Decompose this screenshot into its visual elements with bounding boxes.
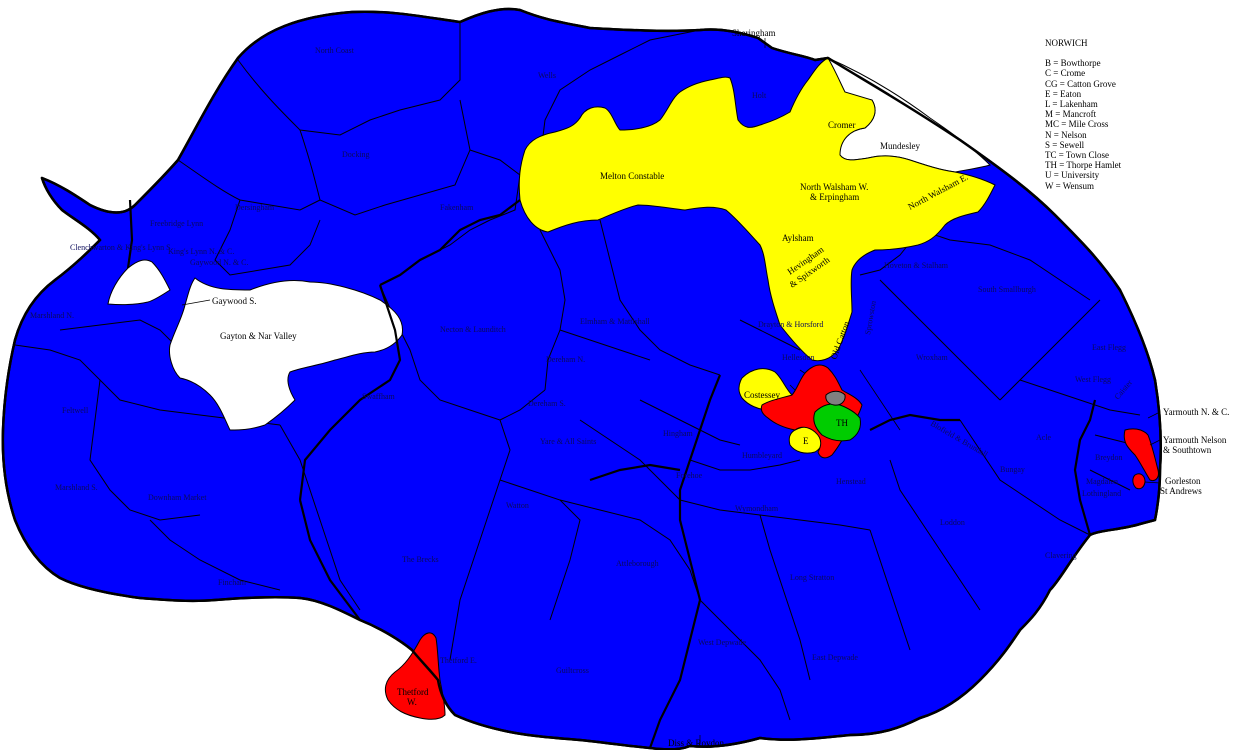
- label-dersingham: Dersingham: [235, 203, 275, 212]
- label-hoveton: Hoveton & Stalham: [884, 261, 949, 270]
- label-elmham: Elmham & Mattishall: [580, 317, 651, 326]
- label-nw-w1: North Walsham W.: [800, 182, 868, 192]
- label-gorleston-2: St Andrews: [1160, 486, 1202, 496]
- label-clenchwarton: Clenchwarton & King's Lynn S.: [70, 243, 173, 252]
- label-sheringham: Sheringham: [732, 28, 776, 38]
- label-cromer: Cromer: [828, 120, 856, 130]
- leader-lines: [181, 38, 1161, 744]
- label-feltwell: Feltwell: [62, 406, 89, 415]
- legend-entry: C = Crome: [1045, 68, 1086, 79]
- label-humbleyard: Humbleyard: [742, 451, 782, 460]
- legend-title: NORWICH: [1045, 38, 1088, 48]
- label-hellesdon: Hellesdon: [782, 353, 814, 362]
- label-holt: Holt: [752, 91, 767, 100]
- label-diss: Diss & Roydon: [668, 738, 725, 748]
- norwich-legend: NORWICH B = Bowthorpe C = Crome CG = Cat…: [1045, 38, 1121, 191]
- label-swaffham: Swaffham: [362, 392, 396, 401]
- label-kingslynn-nc: King's Lynn N. & C.: [168, 247, 234, 256]
- legend-entry: TH = Thorpe Hamlet: [1045, 160, 1122, 171]
- label-forehoe: Forehoe: [676, 471, 703, 480]
- region-labour-thetford: [384, 632, 446, 720]
- label-melton: Melton Constable: [600, 171, 664, 181]
- label-brecks: The Brecks: [402, 555, 439, 564]
- label-norwich-e: E: [803, 436, 809, 446]
- label-gaywood-nc: Gaywood N. & C.: [190, 258, 248, 267]
- county-outline: [1, 7, 1162, 750]
- label-magdalen: Magdalen: [1086, 477, 1118, 486]
- legend-entry: N = Nelson: [1045, 129, 1087, 140]
- label-guiltcross: Guiltcross: [556, 666, 589, 675]
- label-aylsham: Aylsham: [782, 233, 814, 243]
- label-docking: Docking: [342, 150, 370, 159]
- division-boundaries: [14, 22, 1141, 721]
- label-thetford-e: Thetford E.: [440, 656, 477, 665]
- label-north-coast: North Coast: [315, 46, 355, 55]
- region-labour-yarmouth: [1123, 428, 1159, 481]
- legend-entry: L = Lakenham: [1045, 99, 1098, 110]
- external-labels: Sheringham Diss & Roydon Yarmouth N. & C…: [668, 28, 1229, 748]
- label-bungay: Bungay: [1000, 465, 1025, 474]
- label-henstead: Henstead: [836, 477, 866, 486]
- legend-entry: E = Eaton: [1045, 88, 1082, 99]
- label-loddon: Loddon: [940, 518, 965, 527]
- label-fakenham: Fakenham: [440, 203, 474, 212]
- label-dereham-n: Dereham N.: [546, 355, 585, 364]
- label-yarmouth-nelson-2: & Southtown: [1163, 445, 1212, 455]
- label-costessey: Costessey: [744, 390, 781, 400]
- label-yarmouth-nc: Yarmouth N. & C.: [1163, 407, 1229, 417]
- label-nw-w2: & Erpingham: [810, 192, 859, 202]
- district-boundaries: [126, 199, 1097, 749]
- label-breydon: Breydon: [1095, 453, 1123, 462]
- label-drayton: Drayton & Horsford: [758, 320, 823, 329]
- label-dereham-s: Dereham S.: [528, 399, 566, 408]
- label-wells: Wells: [538, 71, 556, 80]
- region-libdem-north: [518, 57, 996, 362]
- label-westflegg: West Flegg: [1075, 375, 1111, 384]
- region-independent-norwich: [825, 390, 846, 406]
- label-freebridge: Freebridge Lynn: [150, 219, 203, 228]
- label-attleborough: Attleborough: [616, 559, 659, 568]
- region-no-election-gaywood: [107, 259, 171, 306]
- region-labour-gorleston: [1132, 473, 1146, 490]
- label-mundesley: Mundesley: [880, 141, 920, 151]
- label-eastdepwade: East Depwade: [812, 653, 858, 662]
- label-downham: Downham Market: [148, 493, 207, 502]
- label-thetford-w2: W.: [407, 697, 417, 707]
- label-gorleston-1: Gorleston: [1165, 476, 1201, 486]
- label-longstratton: Long Stratton: [790, 573, 834, 582]
- legend-entry: W = Wensum: [1045, 180, 1095, 191]
- label-norwich-th: TH: [836, 418, 848, 428]
- label-wroxham: Wroxham: [916, 353, 948, 362]
- region-no-election-gayton: [169, 277, 404, 431]
- legend-entry: B = Bowthorpe: [1045, 58, 1101, 69]
- label-clavering: Clavering: [1045, 551, 1077, 560]
- legend-entry: S = Sewell: [1045, 139, 1085, 150]
- legend-entry: U = University: [1045, 170, 1100, 181]
- label-thetford-w1: Thetford: [397, 687, 429, 697]
- label-necton: Necton & Launditch: [440, 325, 506, 334]
- label-marshland-s: Marshland S.: [55, 483, 98, 492]
- label-marshland-n: Marshland N.: [30, 311, 74, 320]
- label-yare: Yare & All Saints: [540, 437, 596, 446]
- division-labels-dark: North Coast Docking Dersingham Fakenham …: [30, 46, 1134, 675]
- label-acle: Acle: [1036, 433, 1052, 442]
- legend-entry: M = Mancroft: [1045, 109, 1097, 120]
- label-wymondham: Wymondham: [735, 504, 779, 513]
- legend-entry: MC = Mile Cross: [1045, 119, 1109, 130]
- legend-entry: CG = Catton Grove: [1045, 78, 1116, 89]
- label-fincham: Fincham: [218, 578, 247, 587]
- label-gaywood-s: Gaywood S.: [212, 296, 257, 306]
- label-watton: Watton: [506, 501, 529, 510]
- label-yarmouth-nelson-1: Yarmouth Nelson: [1163, 435, 1227, 445]
- legend-entry: TC = Town Close: [1045, 150, 1110, 161]
- label-westdepwade: West Depwade: [698, 638, 746, 647]
- label-smallburgh: South Smallburgh: [978, 285, 1036, 294]
- label-hingham: Hingham: [663, 429, 694, 438]
- label-eastflegg: East Flegg: [1092, 343, 1126, 352]
- label-gayton: Gayton & Nar Valley: [220, 331, 297, 341]
- label-lothingland: Lothingland: [1082, 489, 1121, 498]
